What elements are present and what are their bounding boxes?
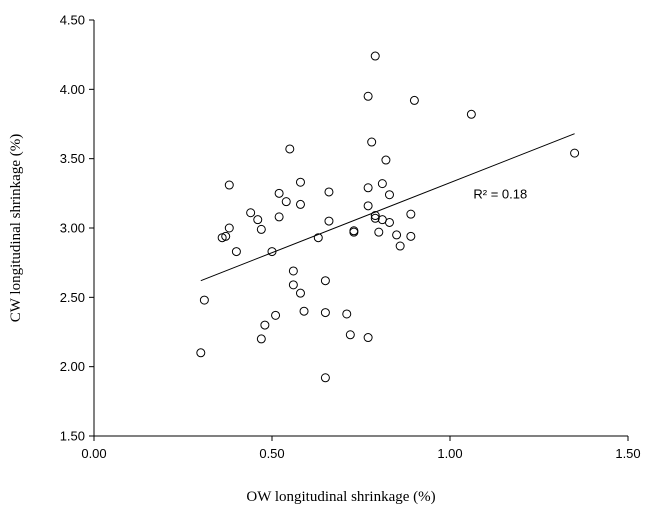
data-point [231,247,241,257]
data-point [196,348,206,358]
data-point [299,306,309,316]
data-point [570,148,580,158]
x-axis-title: OW longitudinal shrinkage (%) [246,489,435,505]
data-point [395,241,405,251]
data-point [370,211,380,221]
data-point [281,197,291,207]
r-squared-annotation: R² = 0.18 [473,187,527,202]
data-point [374,227,384,237]
data-point [349,227,359,237]
x-tick-label: 1.00 [437,446,462,461]
data-point [363,183,373,193]
x-tick-label: 1.50 [615,446,640,461]
data-point [342,309,352,319]
data-point [363,333,373,343]
data-point [274,212,284,222]
data-point [260,320,270,330]
y-axis-title: CW longitudinal shrinkage (%) [8,134,24,322]
data-point [377,179,387,189]
x-tick-label: 0.00 [81,446,106,461]
data-point [246,208,256,218]
data-point [285,144,295,154]
data-point [363,91,373,101]
plot-area [93,20,628,437]
y-tick-label: 4.00 [60,82,85,97]
data-point [367,137,377,147]
y-tick-label: 3.50 [60,151,85,166]
data-point [384,217,394,227]
data-point [345,330,355,340]
data-point [466,109,476,119]
x-tick-label: 0.50 [259,446,284,461]
data-point [370,51,380,61]
y-axis-ticks: 1.50 2.00 2.50 3.00 3.50 4.00 4.50 [60,13,94,444]
data-point [392,230,402,240]
data-point [224,180,234,190]
data-point [274,188,284,198]
data-point [409,95,419,105]
data-point [295,288,305,298]
data-point [320,373,330,383]
data-point [320,276,330,286]
y-tick-label: 4.50 [60,13,85,28]
data-point [288,266,298,276]
data-point [288,280,298,290]
data-point [295,177,305,187]
data-points [196,51,580,383]
y-tick-label: 3.00 [60,221,85,236]
data-point [224,223,234,233]
data-point [363,201,373,211]
data-point [221,231,231,241]
data-point [406,209,416,219]
y-tick-label: 2.00 [60,359,85,374]
x-axis-ticks: 0.00 0.50 1.00 1.50 [81,436,641,461]
y-tick-label: 2.50 [60,290,85,305]
trendline [200,133,575,282]
data-point [384,190,394,200]
data-point [199,295,209,305]
data-point [295,199,305,209]
data-point [313,233,323,243]
data-point [324,216,334,226]
data-point [253,215,263,225]
data-point [381,155,391,165]
data-point [406,231,416,241]
data-point [320,308,330,318]
y-tick-label: 1.50 [60,429,85,444]
data-point [256,224,266,234]
data-point [256,334,266,344]
data-point [324,187,334,197]
data-point [271,310,281,320]
data-point [370,213,380,223]
